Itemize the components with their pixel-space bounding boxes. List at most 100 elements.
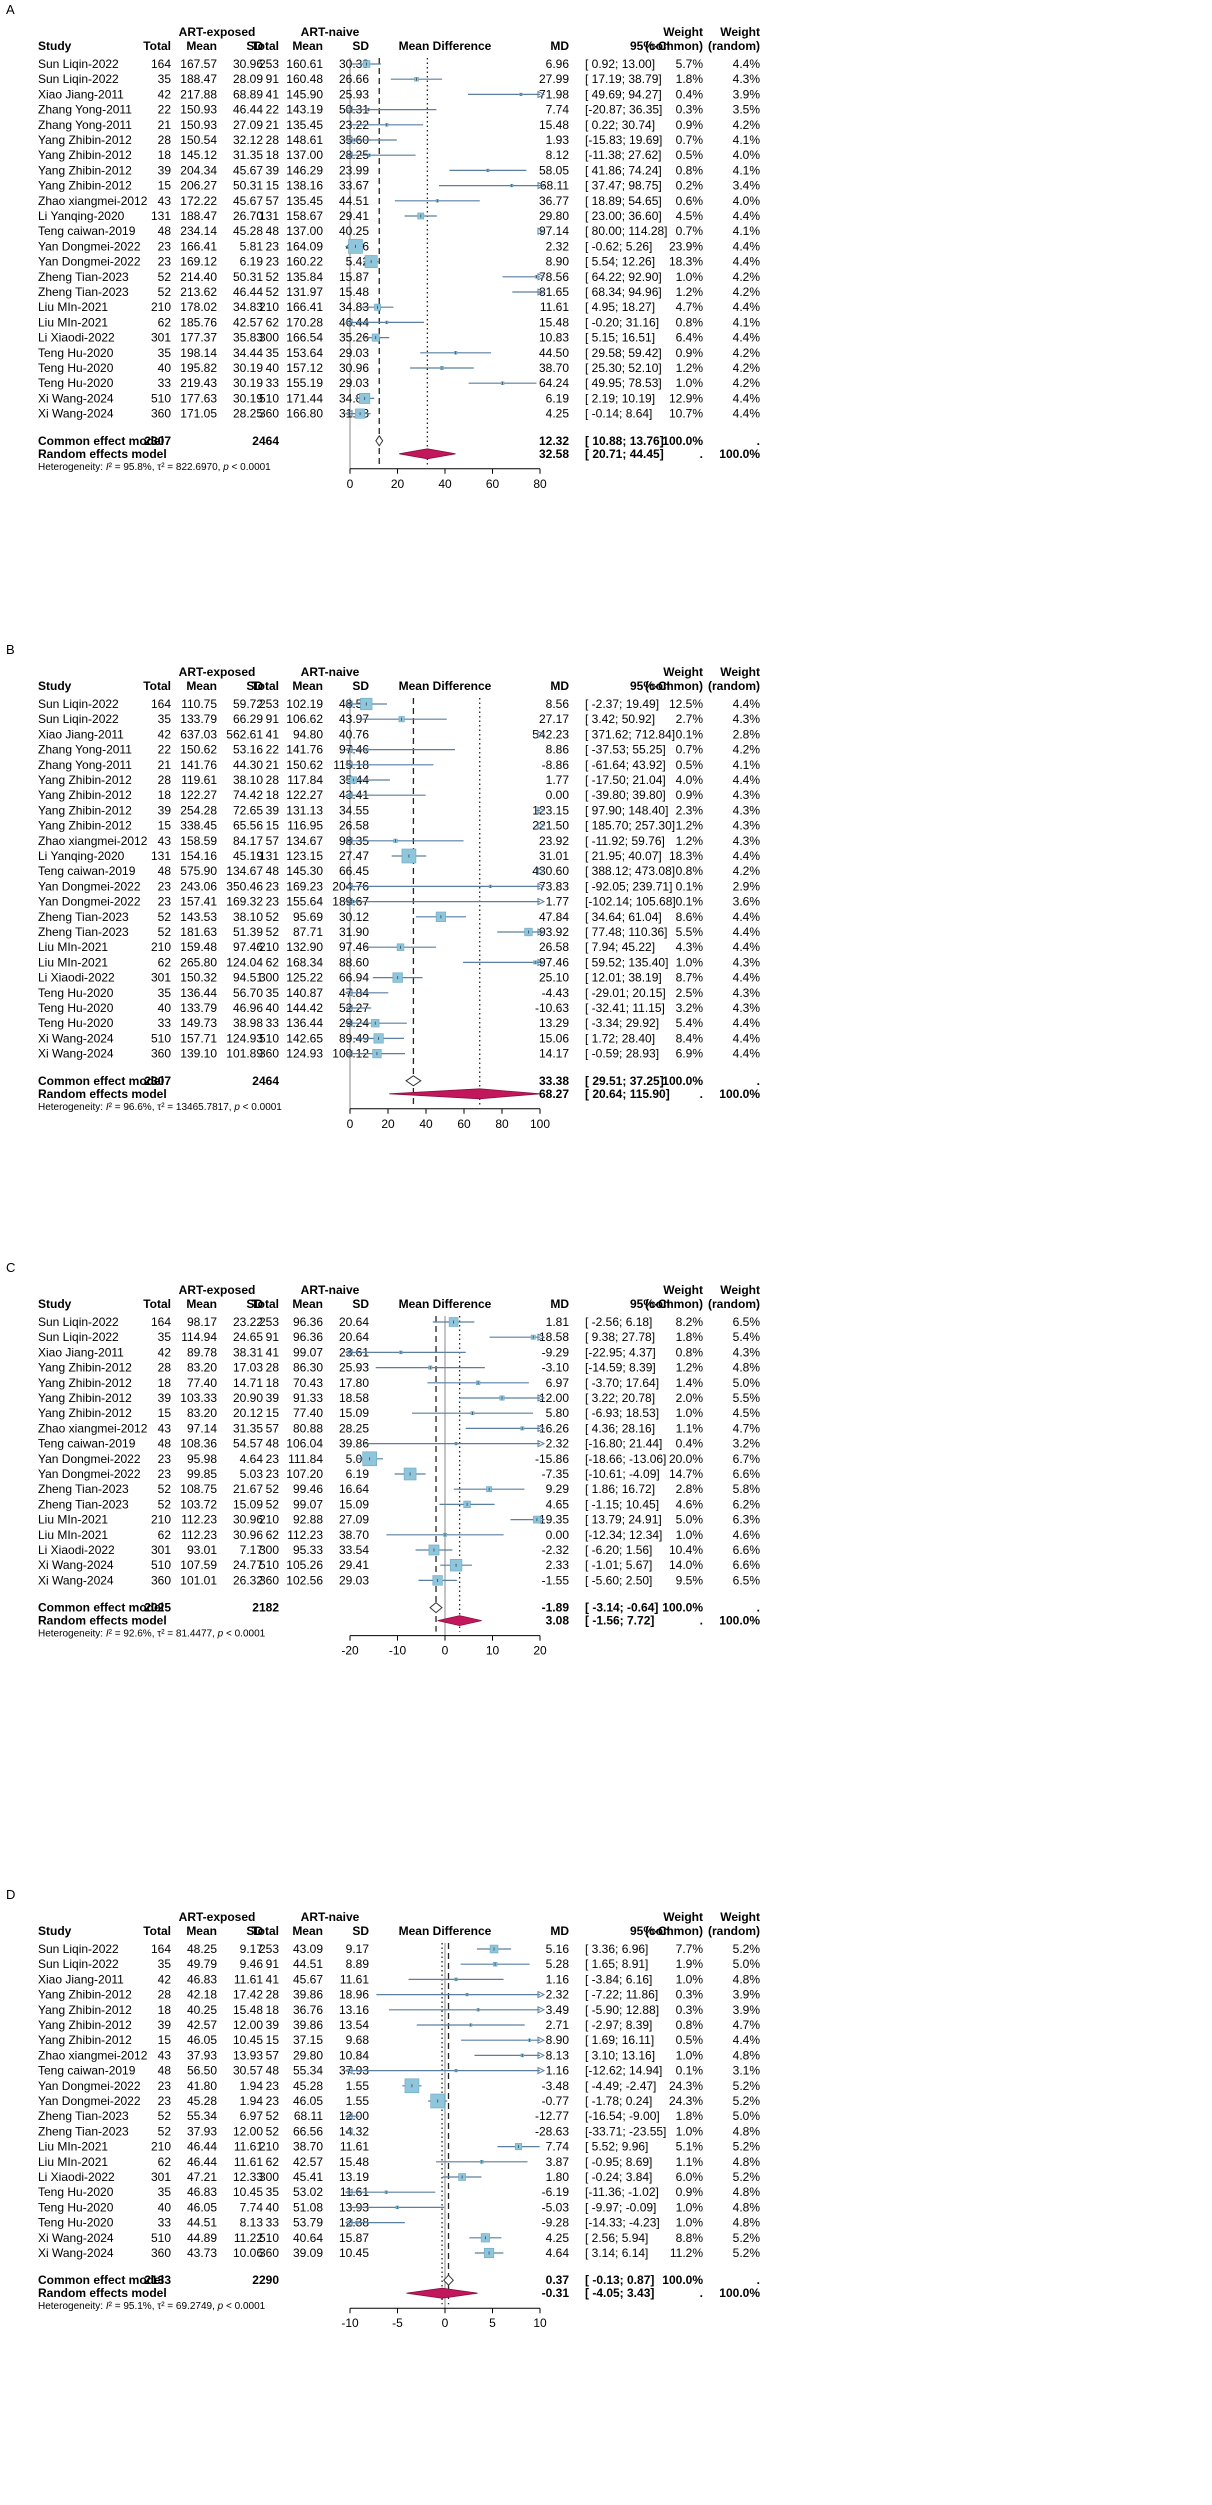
random-md: 3.08 xyxy=(546,1614,570,1628)
mean-naive: 155.64 xyxy=(286,895,323,909)
ci-value: [-12.34; 12.34] xyxy=(585,1528,662,1542)
mean-exposed: 48.25 xyxy=(187,1942,217,1956)
total-naive: 253 xyxy=(259,57,279,71)
weight-common: 2.8% xyxy=(676,1482,704,1496)
sd-exposed: 34.44 xyxy=(233,346,263,360)
total-naive: 21 xyxy=(266,758,280,772)
header-study: Study xyxy=(38,1297,72,1311)
header-effect: Mean Difference xyxy=(399,1297,492,1311)
weight-common: 1.0% xyxy=(676,1972,704,1986)
mean-naive: 102.56 xyxy=(286,1573,323,1587)
md-value: 4.25 xyxy=(546,407,570,421)
ci-arrow-left xyxy=(344,1019,353,1028)
study-name: Zheng Tian-2023 xyxy=(38,270,129,284)
heterogeneity-part: ² = 96.6%, xyxy=(109,1102,158,1113)
mean-naive: 122.27 xyxy=(286,788,323,802)
md-value: -4.43 xyxy=(542,986,570,1000)
weight-common: 8.8% xyxy=(676,2231,704,2245)
total-naive: 18 xyxy=(266,2003,280,2017)
weight-common: 0.4% xyxy=(676,1437,704,1451)
total-naive: 23 xyxy=(266,2079,280,2093)
mean-exposed: 243.06 xyxy=(180,879,217,893)
sd-naive: 29.03 xyxy=(339,1573,369,1587)
weight-common: 1.8% xyxy=(676,2109,704,2123)
md-value: 11.61 xyxy=(540,300,569,314)
total-exposed: 360 xyxy=(151,1047,171,1061)
weight-common: 1.0% xyxy=(676,376,704,390)
x-axis-tick-label: -10 xyxy=(389,1644,407,1658)
ci-value: [ 77.48; 110.36] xyxy=(585,925,668,939)
header-mean2: Mean xyxy=(292,679,323,693)
mean-exposed: 122.27 xyxy=(180,788,217,802)
ci-value: [ 7.94; 45.22] xyxy=(585,940,655,954)
weight-random: 5.2% xyxy=(733,2094,761,2108)
ci-arrow-left xyxy=(344,988,353,997)
weight-common: 0.3% xyxy=(676,1988,704,2002)
sd-naive: 29.03 xyxy=(339,376,369,390)
ci-arrow-right xyxy=(537,821,546,830)
total-naive: 360 xyxy=(259,1573,279,1587)
mean-naive: 87.71 xyxy=(293,925,323,939)
weight-common: 1.8% xyxy=(676,1330,704,1344)
header-md: MD xyxy=(550,39,569,53)
study-row: Zhao xiangmei-2012 43 97.14 31.35 57 80.88 28.… xyxy=(38,1421,760,1435)
sd-naive: 43.97 xyxy=(339,712,369,726)
study-name: Yang Zhibin-2012 xyxy=(38,1391,132,1405)
mean-exposed: 575.90 xyxy=(180,864,217,878)
study-name: Xi Wang-2024 xyxy=(38,407,114,421)
ci-value: [-22.95; 4.37] xyxy=(585,1345,656,1359)
sd-exposed: 46.44 xyxy=(233,103,263,117)
sd-exposed: 14.71 xyxy=(233,1376,263,1390)
ci-arrow-right xyxy=(537,806,546,815)
header-total2: Total xyxy=(251,1297,279,1311)
mean-naive: 124.93 xyxy=(286,1047,323,1061)
weight-random: 6.5% xyxy=(733,1315,761,1329)
total-naive: 15 xyxy=(266,1406,280,1420)
weight-common: 1.1% xyxy=(676,2155,704,2169)
random-ci: [ 20.64; 115.90] xyxy=(585,1087,670,1101)
total-exposed: 42 xyxy=(158,727,172,741)
mean-exposed: 37.93 xyxy=(187,2124,217,2138)
random-ci: [ -1.56; 7.72] xyxy=(585,1614,654,1628)
mean-exposed: 49.79 xyxy=(187,1957,217,1971)
random-effects-diamond xyxy=(406,2287,478,2299)
total-naive: 48 xyxy=(266,1437,280,1451)
study-row: Zheng Tian-2023 52 143.53 38.10 52 95.69 30.12… xyxy=(38,910,760,924)
mean-naive: 40.64 xyxy=(293,2231,323,2245)
study-row: Xiao Jiang-2011 42 637.03 562.61 41 94.80 40.7… xyxy=(38,727,760,741)
weight-random: 3.2% xyxy=(733,1437,761,1451)
weight-common: 0.5% xyxy=(676,758,704,772)
md-value: -28.63 xyxy=(535,2124,569,2138)
total-naive: 210 xyxy=(259,2140,279,2154)
mean-naive: 94.80 xyxy=(293,727,323,741)
weight-random: 4.4% xyxy=(733,773,761,787)
md-value: -15.86 xyxy=(535,1452,569,1466)
x-axis-tick-label: 40 xyxy=(419,1117,433,1131)
mean-exposed: 154.16 xyxy=(180,849,217,863)
ci-value: [-12.62; 14.94] xyxy=(585,2064,662,2078)
sd-exposed: 97.46 xyxy=(233,940,263,954)
study-row: Liu MIn-2021 62 265.80 124.04 62 168.34 88.60 9… xyxy=(38,955,760,969)
md-value: 23.92 xyxy=(539,834,569,848)
x-axis-tick-label: -20 xyxy=(341,1644,359,1658)
heterogeneity-part: τ xyxy=(157,462,161,473)
study-name: Yang Zhibin-2012 xyxy=(38,773,132,787)
weight-random: 5.2% xyxy=(733,2079,761,2093)
heterogeneity-part: < 0.0001 xyxy=(223,2301,265,2312)
weight-random: 6.6% xyxy=(733,1467,761,1481)
weight-common: 0.9% xyxy=(676,118,704,132)
header-ci: 95%-CI xyxy=(630,1297,670,1311)
md-value: 123.15 xyxy=(532,803,569,817)
mean-naive: 150.62 xyxy=(286,758,323,772)
weight-common: 11.2% xyxy=(670,2246,703,2260)
md-value: -3.10 xyxy=(542,1361,570,1375)
total-exposed: 33 xyxy=(158,376,172,390)
md-value: 68.11 xyxy=(540,179,569,193)
study-name: Yang Zhibin-2012 xyxy=(38,819,132,833)
total-exposed: 301 xyxy=(151,971,171,985)
weight-common: 0.8% xyxy=(676,864,704,878)
random-md: 68.27 xyxy=(539,1087,569,1101)
mean-exposed: 158.59 xyxy=(180,834,217,848)
heterogeneity-part: p xyxy=(222,462,229,473)
